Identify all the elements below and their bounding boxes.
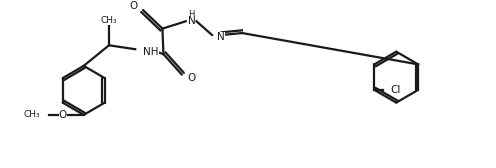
Text: O: O [187, 73, 196, 83]
Text: NH: NH [143, 47, 159, 57]
Text: N: N [217, 32, 225, 43]
Text: H: H [188, 10, 195, 19]
Text: N: N [188, 16, 195, 26]
Text: O: O [129, 1, 137, 11]
Text: CH₃: CH₃ [23, 110, 40, 119]
Text: CH₃: CH₃ [101, 16, 117, 25]
Text: O: O [59, 110, 67, 120]
Text: Cl: Cl [390, 85, 401, 95]
